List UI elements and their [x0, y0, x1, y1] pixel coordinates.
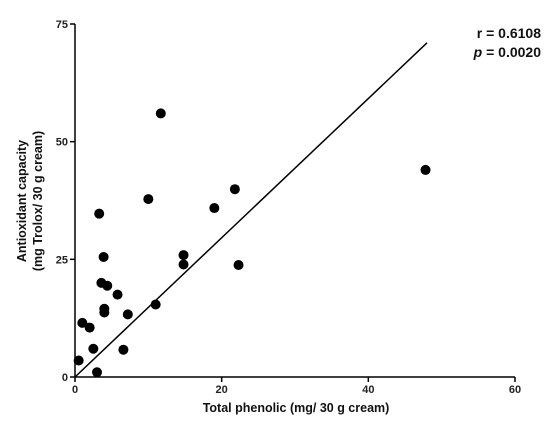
- data-points: [73, 108, 431, 378]
- data-point: [233, 259, 244, 270]
- data-point: [92, 367, 102, 378]
- x-tick-label: 40: [362, 384, 374, 396]
- data-point: [118, 344, 129, 355]
- y-tick-label: 75: [56, 19, 68, 31]
- data-point: [84, 322, 95, 333]
- regression-line: [74, 42, 428, 378]
- p-value: = 0.0020: [482, 44, 541, 60]
- y-tick-label: 50: [56, 137, 68, 149]
- data-point: [143, 194, 154, 205]
- x-ticks: 0 20 40 60: [72, 377, 521, 396]
- data-point: [77, 317, 88, 328]
- data-point: [94, 208, 105, 219]
- data-point: [112, 289, 123, 300]
- p-label: p: [473, 44, 483, 60]
- data-point: [88, 343, 99, 354]
- data-point: [73, 355, 84, 366]
- y-tick-label: 0: [62, 372, 68, 384]
- p-value-annotation: p = 0.0020: [473, 44, 542, 60]
- data-point: [178, 250, 189, 261]
- data-point: [178, 259, 189, 270]
- axes: [74, 24, 515, 378]
- data-point: [229, 184, 240, 195]
- data-point: [98, 251, 109, 262]
- y-tick-label: 25: [56, 254, 68, 266]
- x-tick-label: 20: [216, 384, 228, 396]
- data-point: [122, 309, 133, 320]
- x-tick-label: 60: [509, 384, 521, 396]
- data-point: [99, 307, 110, 318]
- data-point: [155, 108, 166, 119]
- y-ticks: 0 25 50 75: [56, 19, 75, 384]
- y-axis-title-line2: (mg Trolox/ 30 g cream): [31, 131, 45, 271]
- r-value-annotation: r = 0.6108: [477, 25, 541, 41]
- data-point: [420, 164, 431, 175]
- data-point: [102, 280, 113, 291]
- data-point: [209, 203, 220, 214]
- y-axis-title-line1: Antioxidant capacity: [15, 140, 29, 262]
- x-axis-title: Total phenolic (mg/ 30 g cream): [203, 401, 390, 415]
- data-point: [150, 299, 161, 310]
- x-tick-label: 0: [72, 384, 78, 396]
